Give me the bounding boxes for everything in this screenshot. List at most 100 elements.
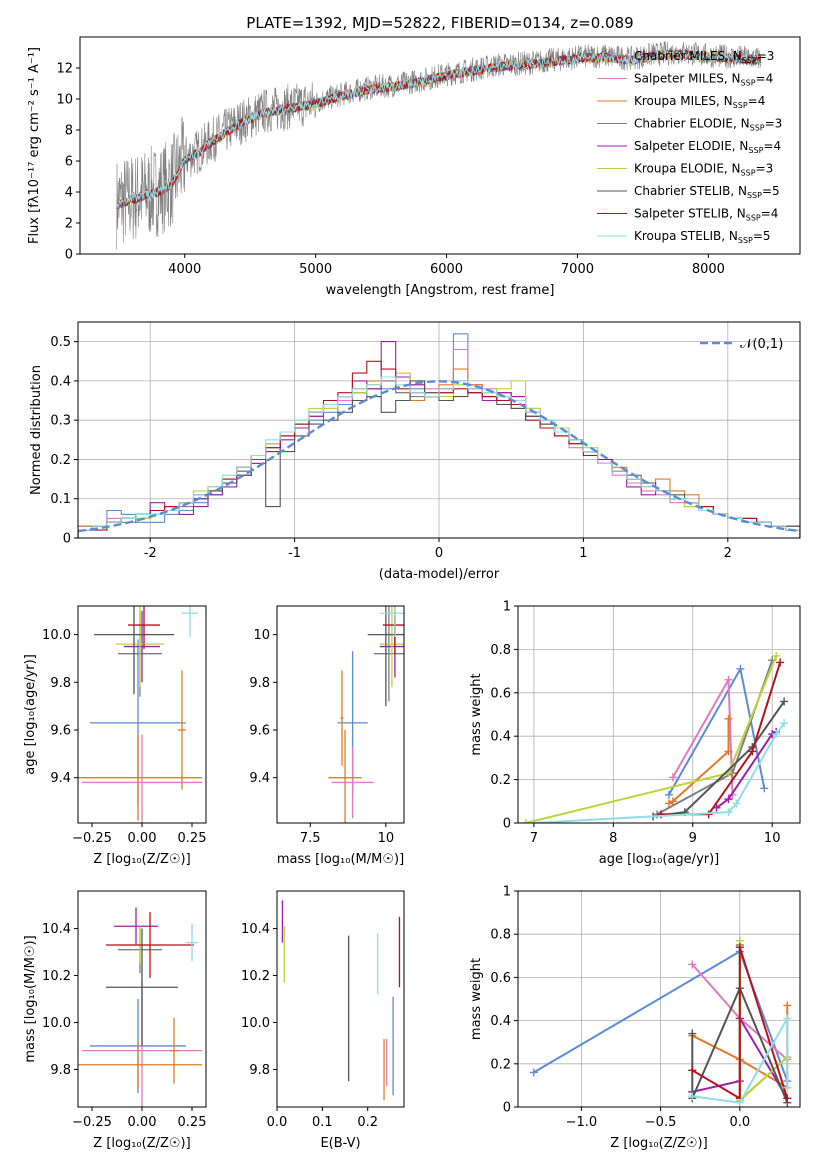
error-bar [94,606,174,695]
legend-entry: Chabrier MILES, NSSP=3 [634,49,774,65]
error-bar [340,670,344,766]
plus-marker [735,1098,744,1107]
figure-title: PLATE=1392, MJD=52822, FIBERID=0134, z=0… [246,14,633,32]
tick-label-y: 10.0 [241,1016,270,1031]
axes-frame [517,605,801,824]
plus-marker [668,797,677,806]
plus-marker [776,658,785,667]
weight-line [691,985,789,1104]
plot-area-weight_vs_age [521,651,789,823]
legend-entry: Salpeter MILES, NSSP=4 [634,72,773,88]
error-bar [128,606,160,649]
error-bar [178,670,186,790]
tick-label-y: 0.6 [490,971,511,986]
tick-label-x: -2 [144,546,157,561]
weight-line [692,1014,789,1104]
tick-label-y: 0.1 [50,492,71,507]
tick-label-x: −0.25 [72,1115,112,1130]
plus-marker [529,1068,538,1077]
plus-marker [736,664,745,673]
normal-curve [78,380,800,533]
tick-label-y: 0 [503,817,511,832]
axis-label-x: mass [log₁₀(M/M☉)] [277,852,404,867]
tick-label-x: −1.0 [566,1115,598,1130]
error-bar [106,912,194,978]
tick-label-x: 0.25 [178,1115,207,1130]
panel-mass_vs_Z: −0.25 0.00 0.25 9.8 10.0 10.2 10.4 Z [log₁₀(Z/Z… [23,890,207,1151]
tick-label-x: 7.5 [300,831,321,846]
tick-label-y: 0.3 [50,414,71,429]
legend-entry: Salpeter STELIB, NSSP=4 [634,207,778,223]
plus-marker [748,747,757,756]
tick-label-y: 2 [65,217,73,232]
error-bar [116,606,164,688]
error-bar [82,734,202,823]
plus-marker [688,1029,697,1038]
error-bar [106,928,178,1046]
legend-entry: Kroupa ELODIE, NSSP=3 [634,162,773,178]
plus-marker [688,960,697,969]
plus-marker [772,651,781,660]
tick-label-x: 8000 [692,262,725,277]
panel-age_vs_mass: 7.5 10 9.4 9.6 9.8 10 mass [log₁₀(M/M☉)] [249,605,405,867]
axis-label-y: Flux [fλ10⁻¹⁷ erg cm⁻² s⁻¹ A⁻¹] [27,47,42,244]
tick-label-y: 9.4 [249,771,270,786]
tick-label-y: 0.8 [490,643,511,658]
tick-label-x: 0.0 [729,1115,750,1130]
model-line [116,48,761,210]
plus-marker [783,1014,792,1023]
weight-line [691,946,789,1101]
tick-label-y: 9.8 [249,676,270,691]
plus-marker [664,790,673,799]
tick-label-y: 0.8 [490,928,511,943]
panel-mass_vs_ebv: 0.0 0.1 0.2 9.8 10.0 10.2 10.4 E(B-V) [241,890,405,1151]
panel-weight_vs_age: 7 8 9 10 0 0.2 0.4 0.6 0.8 1 age [log₁₀(age/yr)] ma… [469,600,801,867]
tick-label-y: 1 [503,600,511,615]
tick-label-x: 1 [579,546,587,561]
plot-area-age_vs_mass [328,606,404,823]
legend-entry: Salpeter ELODIE, NSSP=4 [634,139,781,155]
error-bar [114,907,158,945]
axis-label-x: Z [log₁₀(Z/Z☉)] [610,1136,707,1151]
axis-label-y: Normed distribution [29,365,44,495]
legend-spectrum: Chabrier MILES, NSSP=3 Salpeter MILES, NS… [597,49,782,245]
plus-marker [780,719,789,728]
panels: 4000 5000 6000 7000 8000024681012wavelength … [23,36,801,1151]
tick-label-x: 0 [435,546,443,561]
tick-label-x: −0.5 [645,1115,677,1130]
plus-marker [529,819,538,823]
model-line [116,48,762,210]
tick-label-x: 0.00 [128,831,157,846]
plus-marker [783,1094,792,1103]
plot-area-age_vs_Z [78,606,202,823]
tick-label-x: 0.2 [357,1115,378,1130]
plus-marker [760,784,769,793]
plot-area-weight_vs_Z [529,936,792,1107]
plus-marker [521,819,530,823]
plus-marker [724,714,733,723]
plus-marker [780,697,789,706]
axis-label-x: wavelength [Angstrom, rest frame] [326,283,555,298]
legend-entry: Chabrier STELIB, NSSP=5 [634,184,780,200]
axes-frame [276,605,405,824]
panel-weight_vs_Z: −1.0 −0.5 0.0 0 0.2 0.4 0.6 0.8 1 Z [log₁₀(Z/Z☉)]… [469,885,801,1151]
tick-label-x: 0.1 [312,1115,333,1130]
plus-marker [724,675,733,684]
tick-label-y: 0 [503,1101,511,1116]
legend-entry: Chabrier ELODIE, NSSP=3 [634,117,782,133]
error-bar [328,730,362,823]
tick-label-y: 1 [503,885,511,900]
error-bar [331,746,374,819]
axis-label-x: Z [log₁₀(Z/Z☉)] [93,852,190,867]
error-bar [124,610,160,683]
error-bar [182,606,198,637]
tick-label-y: 10.2 [241,969,270,984]
tick-label-x: 10 [378,831,395,846]
axis-label-y: age [log₁₀(age/yr)] [23,654,38,775]
plot-area-mass_vs_Z [78,907,202,1107]
plus-marker [772,730,781,739]
tick-label-x: 0.00 [128,1115,157,1130]
tick-label-y: 10.0 [42,628,71,643]
tick-label-y: 0 [65,248,73,263]
